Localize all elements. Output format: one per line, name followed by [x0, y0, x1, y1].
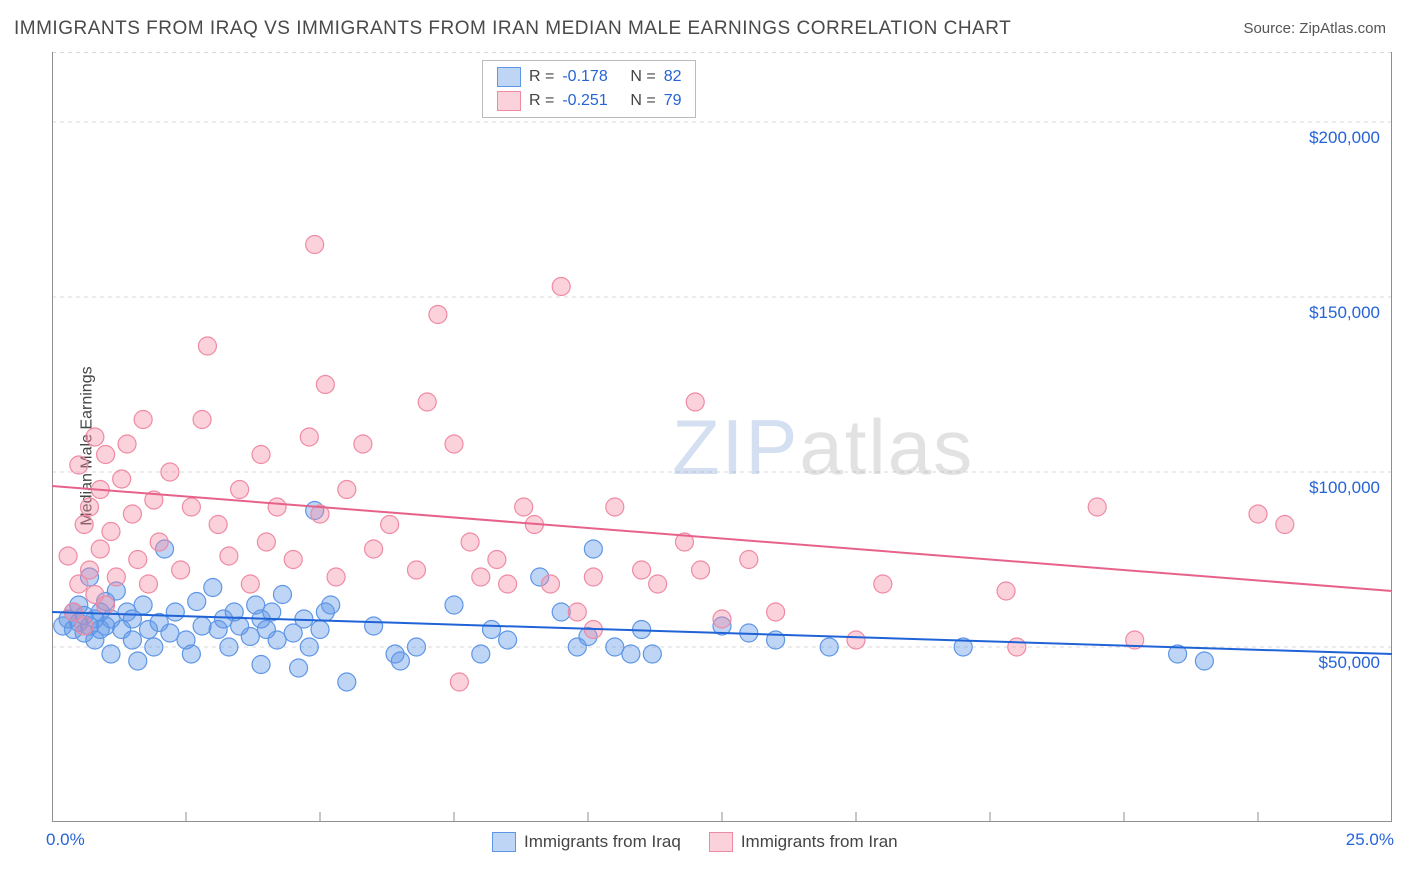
x-axis-min-label: 0.0% [46, 830, 85, 850]
y-tick-label: $50,000 [1319, 653, 1380, 673]
correlation-legend: R = -0.178 N = 82 R = -0.251 N = 79 [482, 60, 696, 118]
swatch-icon [492, 832, 516, 852]
legend-label: Immigrants from Iraq [524, 832, 681, 852]
r-label: R = [529, 68, 554, 86]
scatter-chart [52, 52, 1392, 822]
r-label: R = [529, 92, 554, 110]
chart-area: ZIPatlas R = -0.178 N = 82 R = -0.251 N … [52, 52, 1392, 822]
swatch-icon [709, 832, 733, 852]
correlation-row-iraq: R = -0.178 N = 82 [483, 65, 695, 89]
n-label: N = [630, 68, 655, 86]
n-value: 79 [664, 92, 682, 110]
y-tick-label: $150,000 [1309, 303, 1380, 323]
y-tick-label: $200,000 [1309, 128, 1380, 148]
legend-item-iran: Immigrants from Iran [709, 832, 898, 852]
correlation-row-iran: R = -0.251 N = 79 [483, 89, 695, 113]
x-axis-max-label: 25.0% [1346, 830, 1394, 850]
source-label: Source: ZipAtlas.com [1243, 20, 1386, 37]
r-value: -0.251 [562, 92, 622, 110]
series-legend: Immigrants from Iraq Immigrants from Ira… [492, 832, 898, 852]
swatch-icon [497, 67, 521, 87]
legend-label: Immigrants from Iran [741, 832, 898, 852]
legend-item-iraq: Immigrants from Iraq [492, 832, 681, 852]
swatch-icon [497, 91, 521, 111]
chart-title: IMMIGRANTS FROM IRAQ VS IMMIGRANTS FROM … [14, 18, 1011, 40]
r-value: -0.178 [562, 68, 622, 86]
y-tick-label: $100,000 [1309, 478, 1380, 498]
n-label: N = [630, 92, 655, 110]
n-value: 82 [664, 68, 682, 86]
